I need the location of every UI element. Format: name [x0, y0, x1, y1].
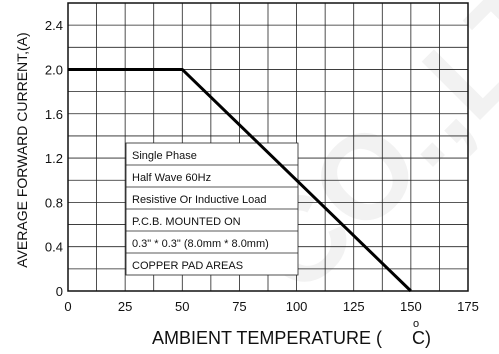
- y-tick-label: 0: [56, 284, 63, 299]
- x-tick-label: 175: [457, 299, 479, 314]
- y-tick-label: 0.4: [45, 240, 63, 255]
- degree-symbol: o: [413, 318, 419, 330]
- plot-frame: [67, 2, 469, 292]
- y-tick-label: 1.2: [45, 151, 63, 166]
- annotation-text: Resistive Or Inductive Load: [132, 194, 267, 206]
- x-tick-label: 25: [118, 299, 132, 314]
- y-tick-label: 0.8: [45, 195, 63, 210]
- annotation-box: Single Phase Half Wave 60Hz Resistive Or I…: [125, 142, 299, 276]
- annotation-text: Single Phase: [132, 150, 197, 162]
- y-tick-label: 2.4: [45, 18, 63, 33]
- x-tick-label: 125: [343, 299, 365, 314]
- y-axis-label: AVERAGE FORWARD CURRENT,(A): [14, 32, 30, 267]
- x-tick-label: 0: [64, 299, 71, 314]
- x-tick-label: 150: [400, 299, 422, 314]
- series: [68, 67, 412, 293]
- x-axis-unit: C): [412, 328, 431, 348]
- x-tick-label: 75: [232, 299, 246, 314]
- annotation-text: 0.3" * 0.3" (8.0mm * 8.0mm): [132, 238, 269, 250]
- x-tick-label: 100: [286, 299, 308, 314]
- y-tick-label: 1.6: [45, 107, 63, 122]
- y-tick-label: 2.0: [45, 62, 63, 77]
- annotation-text: Half Wave 60Hz: [132, 172, 211, 184]
- annotation-text: COPPER PAD AREAS: [132, 260, 243, 272]
- annotation-text: P.C.B. MOUNTED ON: [132, 216, 241, 228]
- x-tick-labels: 0 25 50 75 100 125 150 175: [64, 299, 478, 314]
- x-axis-label: AMBIENT TEMPERATURE (: [152, 328, 382, 348]
- x-tick-label: 50: [175, 299, 189, 314]
- derating-curve: [68, 67, 412, 293]
- y-tick-labels: 0 0.4 0.8 1.2 1.6 2.0 2.4: [45, 18, 63, 299]
